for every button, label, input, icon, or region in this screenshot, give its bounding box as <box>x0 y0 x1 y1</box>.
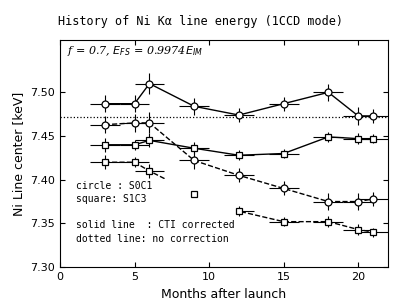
Text: History of Ni Kα line energy (1CCD mode): History of Ni Kα line energy (1CCD mode) <box>58 15 342 28</box>
Text: circle : S0C1
square: S1C3

solid line  : CTI corrected
dotted line: no correcti: circle : S0C1 square: S1C3 solid line : … <box>76 181 235 243</box>
Text: f = 0.7, $E_{FS}$ = 0.9974$E_{IM}$: f = 0.7, $E_{FS}$ = 0.9974$E_{IM}$ <box>66 45 202 58</box>
Y-axis label: Ni Line center [keV]: Ni Line center [keV] <box>12 91 25 216</box>
X-axis label: Months after launch: Months after launch <box>162 288 286 301</box>
